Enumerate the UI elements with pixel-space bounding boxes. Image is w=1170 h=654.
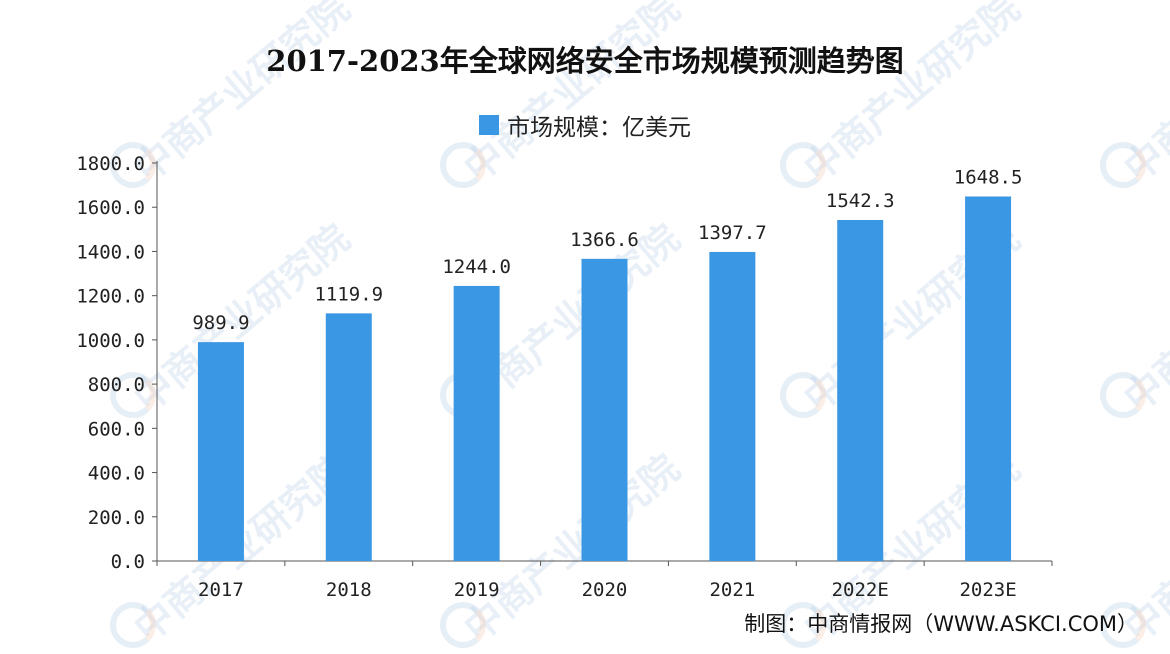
source-credit: 制图：中商情报网（WWW.ASKCI.COM）: [744, 612, 1138, 636]
x-tick-label: 2019: [454, 579, 500, 601]
bar: [453, 285, 500, 561]
y-tick-label: 1800.0: [76, 153, 145, 175]
bar-value-label: 1542.3: [826, 190, 895, 212]
y-tick-label: 400.0: [88, 463, 145, 485]
x-tick-label: 2020: [582, 579, 628, 601]
y-tick-label: 200.0: [88, 507, 145, 529]
bar: [709, 251, 756, 561]
x-tick-label: 2021: [709, 579, 755, 601]
bar: [965, 196, 1012, 561]
y-tick-label: 1000.0: [76, 330, 145, 352]
bar-value-label: 1119.9: [314, 283, 383, 305]
bar: [581, 258, 628, 561]
bar: [325, 313, 372, 561]
bar-value-label: 989.9: [192, 312, 249, 334]
bar: [197, 342, 244, 561]
bar: [837, 219, 884, 561]
legend-swatch: [479, 115, 499, 135]
legend-label: 市场规模：亿美元: [507, 115, 691, 141]
y-tick-label: 800.0: [88, 374, 145, 396]
chart-title: 2017-2023年全球网络安全市场规模预测趋势图: [266, 44, 904, 78]
y-tick-label: 1200.0: [76, 286, 145, 308]
y-tick-label: 600.0: [88, 418, 145, 440]
x-tick-label: 2017: [198, 579, 244, 601]
y-tick-label: 1600.0: [76, 197, 145, 219]
bar-value-label: 1244.0: [442, 256, 511, 278]
x-tick-label: 2022E: [832, 579, 889, 601]
y-tick-label: 0.0: [111, 551, 145, 573]
x-tick-label: 2023E: [959, 579, 1016, 601]
bar-value-label: 1366.6: [570, 229, 639, 251]
bar-value-label: 1648.5: [954, 166, 1023, 188]
y-tick-label: 1400.0: [76, 241, 145, 263]
bar-value-label: 1397.7: [698, 222, 767, 244]
legend: 市场规模：亿美元: [0, 108, 1170, 142]
x-tick-label: 2018: [326, 579, 372, 601]
